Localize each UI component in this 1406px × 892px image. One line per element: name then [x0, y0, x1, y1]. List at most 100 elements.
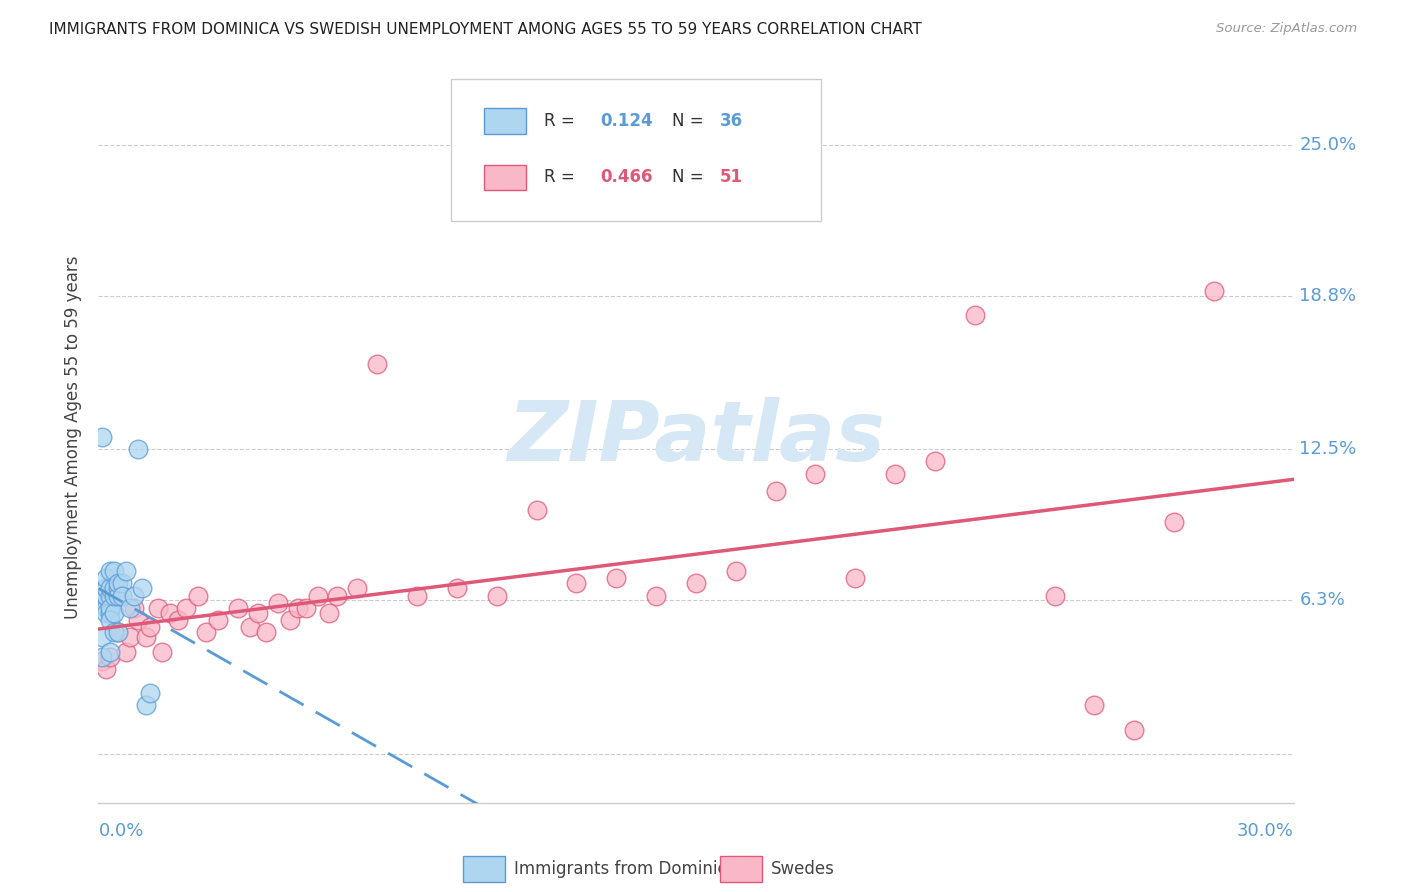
Text: 30.0%: 30.0%: [1237, 822, 1294, 840]
Point: [96, 606, 118, 620]
Point: [287, 600, 309, 615]
Point: [124, 589, 146, 603]
Point: [565, 576, 588, 591]
Point: [135, 630, 157, 644]
Text: N =: N =: [672, 169, 709, 186]
Point: [115, 564, 138, 578]
Point: [111, 589, 134, 603]
Point: [446, 581, 468, 595]
Point: [139, 686, 162, 700]
Point: [366, 357, 388, 371]
Point: [174, 600, 197, 615]
Point: [485, 589, 508, 603]
FancyBboxPatch shape: [451, 78, 821, 221]
Point: [804, 467, 827, 481]
Point: [187, 589, 209, 603]
Point: [98, 564, 122, 578]
Point: [167, 613, 190, 627]
Point: [254, 625, 277, 640]
Text: 6.3%: 6.3%: [1299, 591, 1346, 609]
Point: [195, 625, 218, 640]
Text: ZIPatlas: ZIPatlas: [508, 397, 884, 477]
Point: [111, 576, 134, 591]
Point: [124, 600, 146, 615]
Point: [924, 454, 946, 468]
Point: [326, 589, 349, 603]
Bar: [463, 856, 505, 882]
Point: [96, 589, 118, 603]
Bar: [485, 165, 526, 190]
Point: [1202, 284, 1225, 298]
Point: [103, 606, 125, 620]
Point: [96, 600, 118, 615]
Point: [91, 630, 114, 644]
Text: 36: 36: [720, 112, 742, 130]
Point: [239, 620, 262, 634]
Point: [226, 600, 249, 615]
Point: [1123, 723, 1146, 737]
Point: [844, 572, 866, 586]
Bar: [485, 108, 526, 134]
Text: 51: 51: [720, 169, 742, 186]
Point: [91, 654, 114, 668]
Point: [96, 572, 118, 586]
Bar: [720, 856, 762, 882]
Text: 18.8%: 18.8%: [1299, 286, 1357, 305]
Point: [96, 662, 118, 676]
Point: [1163, 516, 1185, 530]
Point: [346, 581, 368, 595]
Text: Source: ZipAtlas.com: Source: ZipAtlas.com: [1216, 22, 1357, 36]
Point: [98, 581, 122, 595]
Point: [91, 649, 114, 664]
Text: 25.0%: 25.0%: [1299, 136, 1357, 153]
Point: [131, 581, 153, 595]
Point: [115, 645, 138, 659]
Text: Swedes: Swedes: [772, 860, 835, 878]
Point: [307, 589, 329, 603]
Point: [98, 613, 122, 627]
Point: [765, 483, 787, 498]
Point: [127, 442, 149, 457]
Point: [884, 467, 907, 481]
Point: [526, 503, 548, 517]
Point: [724, 564, 747, 578]
Point: [98, 600, 122, 615]
Point: [318, 606, 340, 620]
Text: R =: R =: [544, 112, 581, 130]
Point: [207, 613, 229, 627]
Point: [135, 698, 157, 713]
Point: [150, 645, 173, 659]
Point: [963, 308, 986, 322]
Point: [406, 589, 429, 603]
Point: [645, 589, 668, 603]
Point: [103, 564, 125, 578]
Point: [120, 600, 142, 615]
Point: [103, 589, 125, 603]
Point: [127, 613, 149, 627]
Point: [107, 625, 129, 640]
Point: [96, 589, 118, 603]
Point: [96, 581, 118, 595]
Point: [107, 581, 129, 595]
Text: IMMIGRANTS FROM DOMINICA VS SWEDISH UNEMPLOYMENT AMONG AGES 55 TO 59 YEARS CORRE: IMMIGRANTS FROM DOMINICA VS SWEDISH UNEM…: [49, 22, 922, 37]
Y-axis label: Unemployment Among Ages 55 to 59 years: Unemployment Among Ages 55 to 59 years: [65, 255, 83, 619]
Point: [294, 600, 316, 615]
Point: [148, 600, 170, 615]
Point: [98, 649, 122, 664]
Point: [159, 606, 181, 620]
Point: [103, 625, 125, 640]
Point: [103, 581, 125, 595]
Point: [91, 430, 114, 444]
Point: [107, 576, 129, 591]
Point: [96, 589, 118, 603]
Point: [139, 620, 162, 634]
Point: [685, 576, 707, 591]
Point: [605, 572, 627, 586]
Text: 0.124: 0.124: [600, 112, 652, 130]
Point: [267, 596, 290, 610]
Point: [1043, 589, 1066, 603]
Point: [91, 596, 114, 610]
Text: 0.466: 0.466: [600, 169, 652, 186]
Point: [98, 589, 122, 603]
Point: [107, 589, 129, 603]
